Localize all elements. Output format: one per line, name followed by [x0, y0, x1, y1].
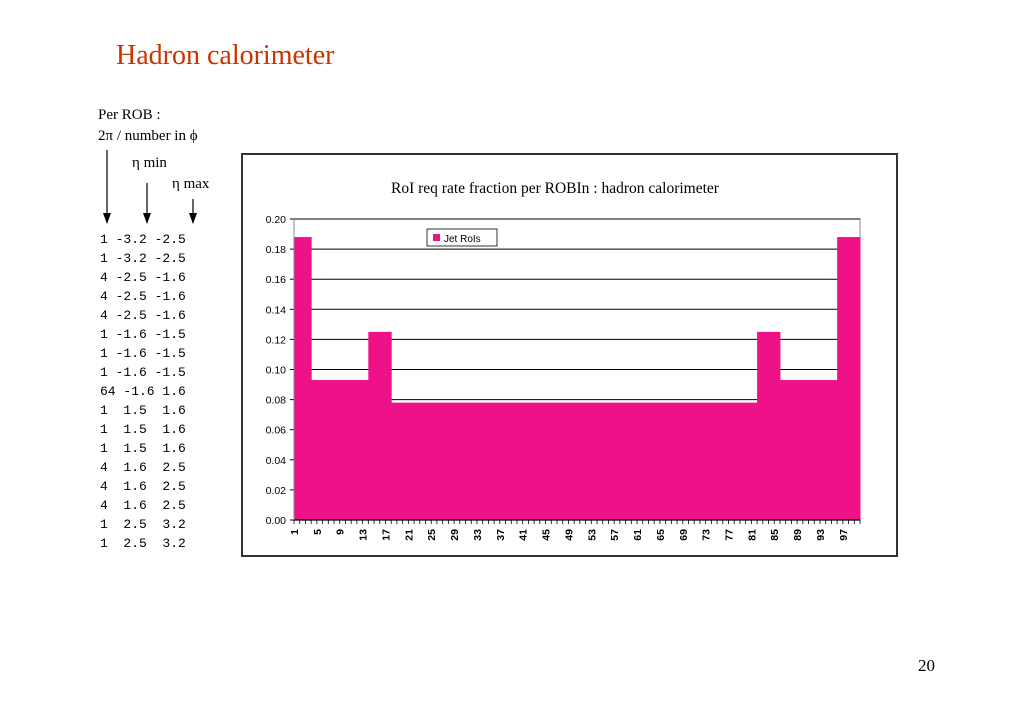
- legend-swatch: [433, 234, 440, 241]
- rob-table-row: 1 -1.6 -1.5: [100, 365, 186, 380]
- x-tick-label: 53: [586, 529, 598, 541]
- slide-title: Hadron calorimeter: [116, 40, 335, 71]
- chart-panel: RoI req rate fraction per ROBIn : hadron…: [241, 153, 898, 557]
- y-tick-label: 0.00: [266, 515, 287, 527]
- rob-table-row: 1 2.5 3.2: [100, 517, 186, 532]
- page-number: 20: [918, 656, 935, 675]
- rate-fraction-chart: RoI req rate fraction per ROBIn : hadron…: [266, 180, 861, 541]
- x-tick-label: 73: [701, 529, 713, 541]
- rob-table-row: 4 1.6 2.5: [100, 479, 186, 494]
- eta-min-label: η min: [132, 155, 167, 171]
- x-tick-label: 21: [403, 529, 415, 541]
- rob-table-row: 4 -2.5 -1.6: [100, 308, 186, 323]
- arrow-eta-min-head: [143, 213, 151, 224]
- area-segment: [757, 331, 781, 520]
- arrow-number-head: [103, 213, 111, 224]
- x-tick-label: 85: [769, 529, 781, 541]
- chart-title: RoI req rate fraction per ROBIn : hadron…: [391, 180, 720, 197]
- y-tick-label: 0.20: [266, 214, 287, 226]
- y-tick-label: 0.16: [266, 274, 287, 286]
- rob-eta-table: 1 -3.2 -2.5 1 -3.2 -2.5 4 -2.5 -1.6 4 -2.5 …: [100, 230, 186, 553]
- y-tick-label: 0.10: [266, 365, 287, 377]
- rob-table-row: 4 1.6 2.5: [100, 460, 186, 475]
- rob-header: Per ROB : 2π / number in ϕ: [98, 105, 198, 147]
- legend-label: Jet RoIs: [444, 234, 481, 245]
- rob-table-row: 1 -3.2 -2.5: [100, 251, 186, 266]
- x-tick-label: 61: [632, 529, 644, 541]
- x-tick-label: 77: [724, 529, 736, 541]
- y-tick-label: 0.06: [266, 425, 287, 437]
- x-tick-label: 49: [563, 529, 575, 541]
- x-tick-label: 5: [312, 529, 324, 535]
- rob-header-line2: 2π / number in ϕ: [98, 128, 198, 144]
- x-tick-label: 37: [495, 529, 507, 541]
- rob-table-row: 64 -1.6 1.6: [100, 384, 186, 399]
- x-tick-label: 33: [472, 529, 484, 541]
- area-segment: [779, 380, 838, 520]
- rob-table-row: 1 -1.6 -1.5: [100, 327, 186, 342]
- rob-table-row: 4 -2.5 -1.6: [100, 270, 186, 285]
- y-tick-label: 0.12: [266, 334, 287, 346]
- rob-table-row: 1 1.5 1.6: [100, 441, 186, 456]
- y-tick-label: 0.04: [266, 455, 287, 467]
- y-tick-label: 0.08: [266, 395, 287, 407]
- x-tick-label: 57: [609, 529, 621, 541]
- x-tick-label: 29: [449, 529, 461, 541]
- rob-header-line1: Per ROB :: [98, 107, 161, 123]
- area-segment: [294, 237, 312, 520]
- y-tick-label: 0.14: [266, 304, 287, 316]
- area-segment: [837, 237, 861, 520]
- rob-table-row: 4 1.6 2.5: [100, 498, 186, 513]
- arrow-eta-max-head: [189, 213, 197, 224]
- rob-table-row: 1 1.5 1.6: [100, 403, 186, 418]
- x-tick-label: 9: [335, 529, 347, 535]
- y-tick-label: 0.18: [266, 244, 287, 256]
- x-tick-label: 69: [678, 529, 690, 541]
- x-tick-label: 1: [289, 529, 301, 535]
- chart-legend: Jet RoIs: [426, 228, 498, 247]
- area-segment: [368, 331, 392, 520]
- x-tick-label: 13: [358, 529, 370, 541]
- rob-table-row: 1 -3.2 -2.5: [100, 232, 186, 247]
- x-tick-label: 45: [541, 529, 553, 541]
- x-tick-label: 41: [518, 529, 530, 541]
- area-segment: [391, 402, 758, 520]
- x-tick-label: 17: [380, 529, 392, 541]
- x-tick-label: 81: [746, 529, 758, 541]
- area-segment: [311, 380, 369, 520]
- rob-table-row: 1 2.5 3.2: [100, 536, 186, 551]
- rob-table-row: 1 1.5 1.6: [100, 422, 186, 437]
- column-arrows: [103, 150, 197, 224]
- y-tick-label: 0.02: [266, 485, 287, 497]
- x-tick-label: 97: [838, 529, 850, 541]
- x-tick-label: 93: [815, 529, 827, 541]
- x-tick-label: 65: [655, 529, 667, 541]
- eta-max-label: η max: [172, 176, 210, 192]
- rob-table-row: 4 -2.5 -1.6: [100, 289, 186, 304]
- x-tick-label: 89: [792, 529, 804, 541]
- x-tick-label: 25: [426, 529, 438, 541]
- rob-table-row: 1 -1.6 -1.5: [100, 346, 186, 361]
